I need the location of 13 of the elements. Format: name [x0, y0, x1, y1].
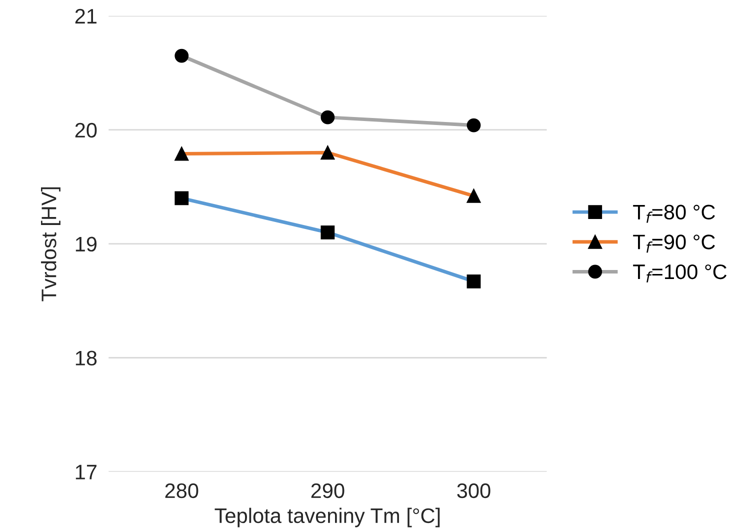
y-tick-label: 21 — [75, 8, 96, 24]
legend-label: T$_{f}$=80 °C — [633, 204, 715, 223]
y-tick-label: 18 — [76, 350, 97, 366]
y-tick-label: 17 — [76, 464, 96, 480]
x-tick-label: 280 — [165, 483, 198, 498]
y-tick-label: 20 — [75, 122, 97, 138]
x-tick-label: 290 — [311, 483, 344, 498]
x-tick-label: 300 — [457, 483, 490, 498]
legend-label: T$_{f}$=100 °C — [633, 264, 727, 282]
y-tick-label: 19 — [76, 236, 97, 252]
y-axis-title: Tvrdost [HV] — [41, 187, 60, 302]
legend-label: T$_{f}$=90 °C — [633, 234, 715, 253]
x-axis-title: Teplota taveniny Tm [°C] — [214, 508, 440, 528]
